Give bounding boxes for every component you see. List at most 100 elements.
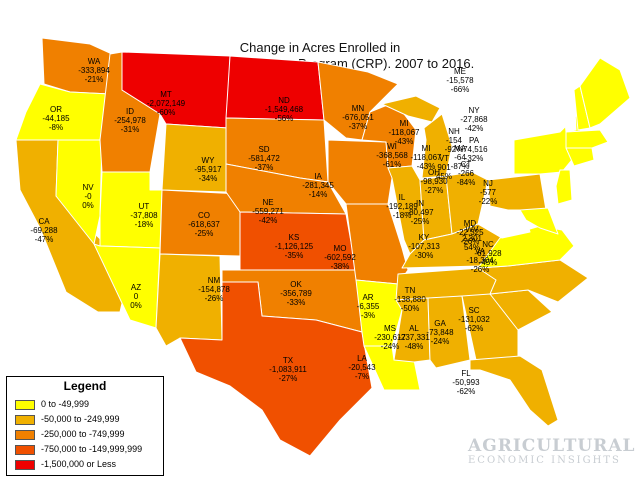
state-abbr: MN: [352, 104, 365, 113]
state-label-oh: OH -98,930 -27%: [420, 168, 448, 195]
state-acre-change: -50,993: [452, 378, 480, 387]
state-acre-change: -368,568: [376, 151, 408, 160]
state-abbr: PA: [469, 136, 480, 145]
state-abbr: NY: [468, 106, 480, 115]
state-shape-md: [519, 207, 559, 235]
state-acre-change: -356,789: [280, 289, 312, 298]
state-shape-az: [93, 243, 161, 329]
state-pct-change: -47%: [35, 235, 54, 244]
state-abbr: ND: [278, 96, 290, 105]
state-label-mt: MT -2,072,149 -60%: [147, 90, 186, 117]
legend-item: -50,000 to -249,999: [15, 412, 120, 426]
state-shapes: [15, 37, 631, 457]
state-acre-change: -131,032: [458, 315, 490, 324]
state-label-ny: NY -27,868 -42%: [460, 106, 488, 133]
state-label-ks: KS -1,126,125 -35%: [275, 233, 314, 260]
state-acre-change: -676,051: [342, 113, 374, 122]
legend-swatch: [15, 444, 35, 455]
state-shape-tx: [179, 281, 373, 457]
state-pct-change: -35%: [285, 251, 304, 260]
state-acre-change: -577: [480, 188, 497, 197]
state-acre-change: -154,878: [198, 285, 230, 294]
state-shape-ma: [565, 129, 609, 149]
state-pct-change: -26%: [471, 265, 490, 274]
state-acre-change: -69,288: [30, 226, 58, 235]
state-label-al: AL -237,331 -48%: [398, 324, 430, 351]
state-label-nd: ND -1,549,468 -56%: [265, 96, 304, 123]
state-pct-change: -50%: [401, 304, 420, 313]
legend-item: -1,500,000 or Less: [15, 457, 116, 471]
state-label-pa: PA -74,516 -32%: [460, 136, 488, 163]
state-acre-change: -0: [84, 192, 92, 201]
state-abbr: CO: [198, 211, 210, 220]
state-abbr: CA: [38, 217, 50, 226]
state-acre-change: -281,345: [302, 181, 334, 190]
state-acre-change: -192,189: [386, 202, 418, 211]
state-shape-la: [363, 345, 421, 391]
state-pct-change: -60%: [157, 108, 176, 117]
state-pct-change: -21%: [85, 75, 104, 84]
state-label-id: ID -254,978 -31%: [114, 107, 146, 134]
state-label-va: VA -18,304 -26%: [466, 247, 494, 274]
state-abbr: OK: [290, 280, 302, 289]
state-pct-change: -8%: [49, 123, 63, 132]
state-pct-change: -31%: [121, 125, 140, 134]
state-pct-change: -26%: [461, 237, 480, 246]
state-pct-change: -33%: [287, 298, 306, 307]
state-acre-change: -2,072,149: [147, 99, 186, 108]
state-acre-change: -254,978: [114, 116, 146, 125]
state-abbr: NM: [208, 276, 221, 285]
state-abbr: WV: [466, 225, 480, 234]
state-label-nc: NC -61,928 -45%: [474, 240, 502, 267]
state-abbr: KY: [419, 233, 430, 242]
state-label-la: LA -20,543 -7%: [348, 354, 376, 381]
legend: Legend 0 to -49,999 -50,000 to -249,999 …: [6, 376, 164, 476]
state-abbr: VT: [439, 154, 449, 163]
state-label-ma: MA -64 -87%: [451, 144, 470, 171]
state-acre-change: 901: [437, 163, 451, 172]
state-abbr: MA: [454, 144, 467, 153]
state-abbr: WY: [202, 156, 216, 165]
state-acre-change: -118,067: [411, 153, 443, 162]
state-shape-al: [427, 295, 471, 369]
state-acre-change: -618,637: [188, 220, 220, 229]
state-acre-change: -230,617: [374, 333, 406, 342]
state-shape-vt: [561, 89, 577, 133]
state-label-ia: IA -281,345 -14%: [302, 172, 334, 199]
state-shape-oh: [445, 171, 489, 235]
state-acre-change: -74,516: [460, 145, 488, 154]
state-acre-change: -98,930: [420, 177, 448, 186]
state-label-ok: OK -356,789 -33%: [280, 280, 312, 307]
legend-item: 0 to -49,999: [15, 397, 89, 411]
state-acre-change: -154: [446, 136, 463, 145]
legend-swatch: [15, 414, 35, 425]
legend-swatch: [15, 429, 35, 440]
state-abbr: MS: [384, 324, 396, 333]
brand-line1: AGRICULTURAL: [468, 436, 636, 456]
state-shape-nj: [555, 169, 573, 205]
state-pct-change: -25%: [195, 229, 214, 238]
state-label-wv: WV 2,301 54%: [462, 225, 483, 252]
state-pct-change: -7%: [355, 372, 369, 381]
state-abbr: VA: [475, 247, 486, 256]
legend-swatch: [15, 399, 35, 410]
state-label-sc: SC -131,032 -62%: [458, 306, 490, 333]
state-pct-change: -38%: [331, 262, 350, 271]
state-label-tn: TN -138,880 -50%: [394, 286, 426, 313]
state-abbr: MI: [400, 119, 409, 128]
legend-item: -250,000 to -749,999: [15, 427, 125, 441]
state-pct-change: -42%: [259, 216, 278, 225]
state-pct-change: -37%: [349, 122, 368, 131]
state-pct-change: -27%: [425, 186, 444, 195]
state-abbr: CT: [461, 160, 472, 169]
state-pct-change: -37%: [255, 163, 274, 172]
state-pct-change: -18%: [135, 220, 154, 229]
state-pct-change: -61%: [383, 160, 402, 169]
state-pct-change: -34%: [199, 174, 218, 183]
state-pct-change: 0%: [82, 201, 94, 210]
state-abbr: IA: [314, 172, 322, 181]
state-pct-change: -18%: [393, 211, 412, 220]
state-abbr: AZ: [131, 283, 141, 292]
state-acre-change: -333,894: [78, 66, 110, 75]
state-pct-change: -84%: [457, 178, 476, 187]
